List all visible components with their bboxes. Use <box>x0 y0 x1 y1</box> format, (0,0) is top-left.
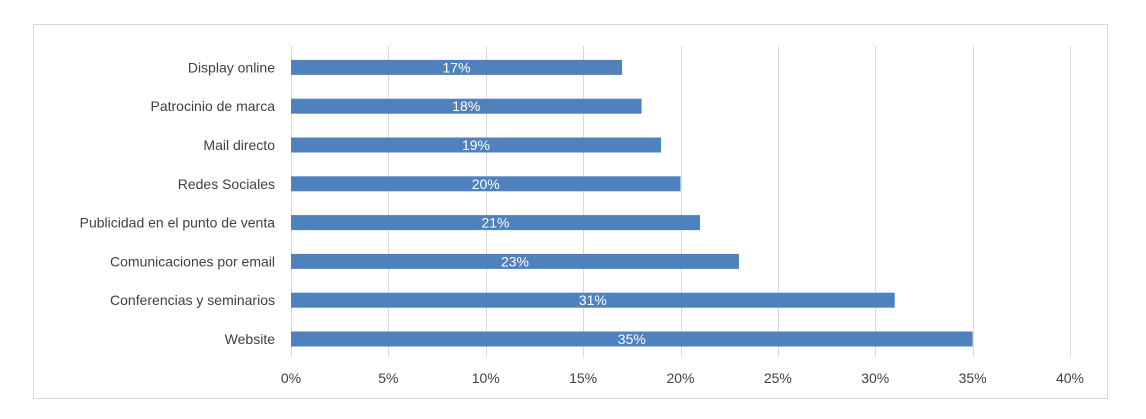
data-label: 19% <box>462 137 490 153</box>
category-label: Publicidad en el punto de venta <box>80 215 276 231</box>
category-label: Display online <box>188 59 275 75</box>
data-label: 35% <box>618 331 646 347</box>
bar <box>291 59 623 75</box>
x-tick-label: 5% <box>378 370 398 386</box>
bar <box>291 176 681 192</box>
bar <box>291 215 700 231</box>
x-tick-label: 0% <box>281 370 301 386</box>
x-axis-ticks: 0% 5% 10% 15% 20% 25% 30% 35% 40% <box>281 370 1084 386</box>
x-tick-label: 20% <box>666 370 694 386</box>
data-label: 21% <box>481 215 509 231</box>
x-tick-label: 35% <box>959 370 987 386</box>
bar <box>291 292 895 308</box>
x-tick-label: 25% <box>764 370 792 386</box>
category-label: Comunicaciones por email <box>110 253 275 269</box>
data-label: 23% <box>501 253 529 269</box>
data-label: 31% <box>579 292 607 308</box>
category-label: Redes Sociales <box>178 176 275 192</box>
category-label: Mail directo <box>203 137 275 153</box>
bar <box>291 98 642 114</box>
bar <box>291 137 662 153</box>
x-tick-label: 30% <box>861 370 889 386</box>
bar <box>291 331 973 347</box>
category-labels: Display online Patrocinio de marca Mail di… <box>80 59 276 347</box>
bar <box>291 253 739 269</box>
data-label: 20% <box>472 176 500 192</box>
data-label: 18% <box>452 98 480 114</box>
category-label: Website <box>225 331 276 347</box>
x-tick-label: 10% <box>472 370 500 386</box>
x-tick-label: 40% <box>1056 370 1084 386</box>
category-label: Patrocinio de marca <box>150 98 275 114</box>
x-tick-label: 15% <box>569 370 597 386</box>
category-label: Conferencias y seminarios <box>110 292 275 308</box>
gridlines <box>291 46 1071 357</box>
bars: 17% 18% 19% 20% 21% 23% 31% 35% <box>291 59 973 347</box>
data-label: 17% <box>443 59 471 75</box>
